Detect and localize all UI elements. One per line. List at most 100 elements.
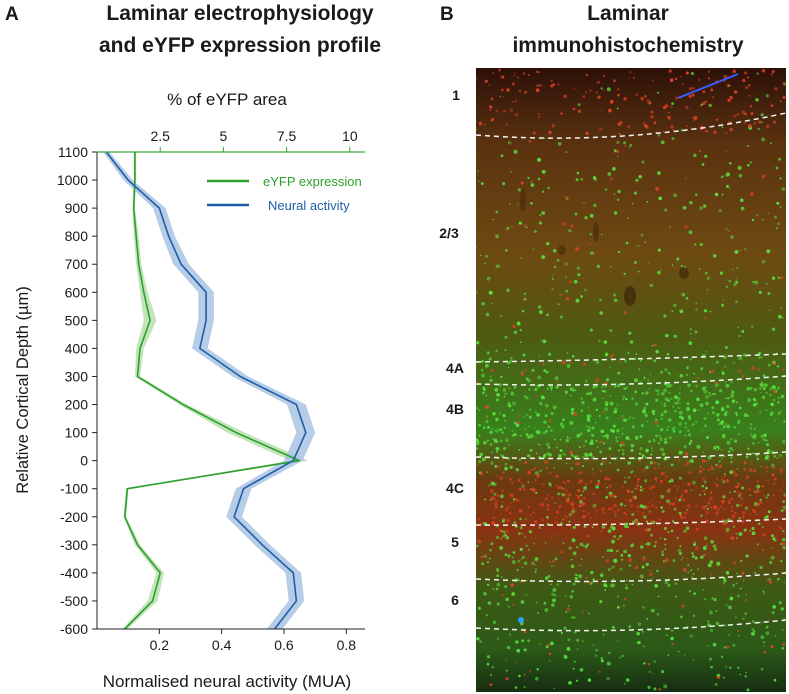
green-speckle <box>663 684 668 689</box>
green-speckle <box>664 411 667 413</box>
green-speckle <box>634 378 638 383</box>
green-speckle <box>618 449 621 452</box>
red-speckle <box>699 104 702 107</box>
red-speckle <box>753 122 756 125</box>
red-speckle <box>723 507 726 510</box>
green-speckle <box>651 447 653 450</box>
green-speckle <box>624 504 627 507</box>
green-speckle <box>529 448 533 452</box>
green-speckle <box>490 542 494 546</box>
red-speckle <box>727 499 730 502</box>
green-speckle <box>766 282 768 285</box>
red-speckle <box>635 566 639 570</box>
green-speckle <box>536 413 540 417</box>
green-speckle <box>526 454 531 458</box>
green-speckle <box>718 209 722 213</box>
green-speckle <box>729 596 734 601</box>
green-speckle <box>617 537 620 541</box>
red-speckle <box>619 606 622 609</box>
red-speckle <box>781 505 784 508</box>
green-speckle <box>645 448 649 453</box>
red-speckle <box>505 659 508 662</box>
green-speckle <box>750 434 753 437</box>
green-speckle <box>715 412 720 417</box>
red-speckle <box>733 485 736 488</box>
green-speckle <box>517 188 521 192</box>
red-speckle <box>509 108 514 112</box>
red-speckle <box>620 441 625 445</box>
green-speckle <box>576 455 579 458</box>
green-speckle <box>580 668 584 671</box>
green-speckle <box>688 230 693 235</box>
red-speckle <box>650 115 654 119</box>
green-speckle <box>486 351 490 355</box>
red-speckle <box>709 496 713 501</box>
green-speckle <box>678 392 681 395</box>
green-speckle <box>782 545 786 550</box>
red-speckle <box>626 489 631 493</box>
red-speckle <box>691 93 695 97</box>
green-speckle <box>736 537 738 540</box>
green-speckle <box>686 402 690 406</box>
red-speckle <box>743 71 748 75</box>
green-speckle <box>737 666 740 669</box>
green-speckle <box>526 579 528 582</box>
red-speckle <box>721 518 724 521</box>
green-speckle <box>699 403 704 408</box>
green-speckle <box>687 429 690 432</box>
green-speckle <box>557 142 562 146</box>
green-speckle <box>566 647 571 651</box>
green-speckle <box>611 429 615 433</box>
red-speckle <box>750 462 753 465</box>
green-speckle <box>678 551 683 556</box>
red-speckle <box>498 68 502 72</box>
red-speckle <box>782 481 784 483</box>
green-speckle <box>763 433 767 438</box>
green-speckle <box>485 254 489 258</box>
green-speckle <box>737 594 740 598</box>
green-speckle <box>499 494 504 499</box>
green-speckle <box>549 385 554 390</box>
green-speckle <box>621 654 624 658</box>
red-speckle <box>718 464 723 468</box>
green-speckle <box>645 402 649 406</box>
red-speckle <box>748 513 751 516</box>
green-speckle <box>628 418 630 420</box>
green-speckle <box>707 620 710 623</box>
green-speckle <box>627 461 631 465</box>
green-speckle <box>678 650 680 653</box>
red-speckle <box>595 379 599 383</box>
green-speckle <box>771 276 776 280</box>
green-speckle <box>771 611 775 614</box>
green-speckle <box>520 558 523 560</box>
red-speckle <box>570 502 575 507</box>
green-speckle <box>533 229 537 233</box>
green-speckle <box>548 483 553 487</box>
green-speckle <box>730 456 733 459</box>
red-speckle <box>595 377 599 381</box>
green-speckle <box>568 546 572 550</box>
green-speckle <box>571 616 574 619</box>
green-speckle <box>679 309 684 314</box>
green-speckle <box>762 641 766 644</box>
red-speckle <box>518 499 521 502</box>
red-speckle <box>723 521 727 526</box>
red-speckle <box>720 505 723 508</box>
green-speckle <box>530 201 533 205</box>
red-speckle <box>583 362 587 366</box>
red-speckle <box>495 499 498 503</box>
red-speckle <box>618 132 622 136</box>
green-speckle <box>478 460 482 464</box>
green-speckle <box>740 559 743 562</box>
green-speckle <box>678 450 683 455</box>
green-speckle <box>760 434 764 438</box>
red-speckle <box>705 519 709 523</box>
green-speckle <box>679 402 681 405</box>
red-speckle <box>709 506 713 509</box>
green-speckle <box>761 121 763 124</box>
red-speckle <box>514 112 519 117</box>
green-speckle <box>530 183 535 187</box>
green-speckle <box>605 416 609 420</box>
red-speckle <box>527 499 529 502</box>
green-speckle <box>521 484 525 488</box>
